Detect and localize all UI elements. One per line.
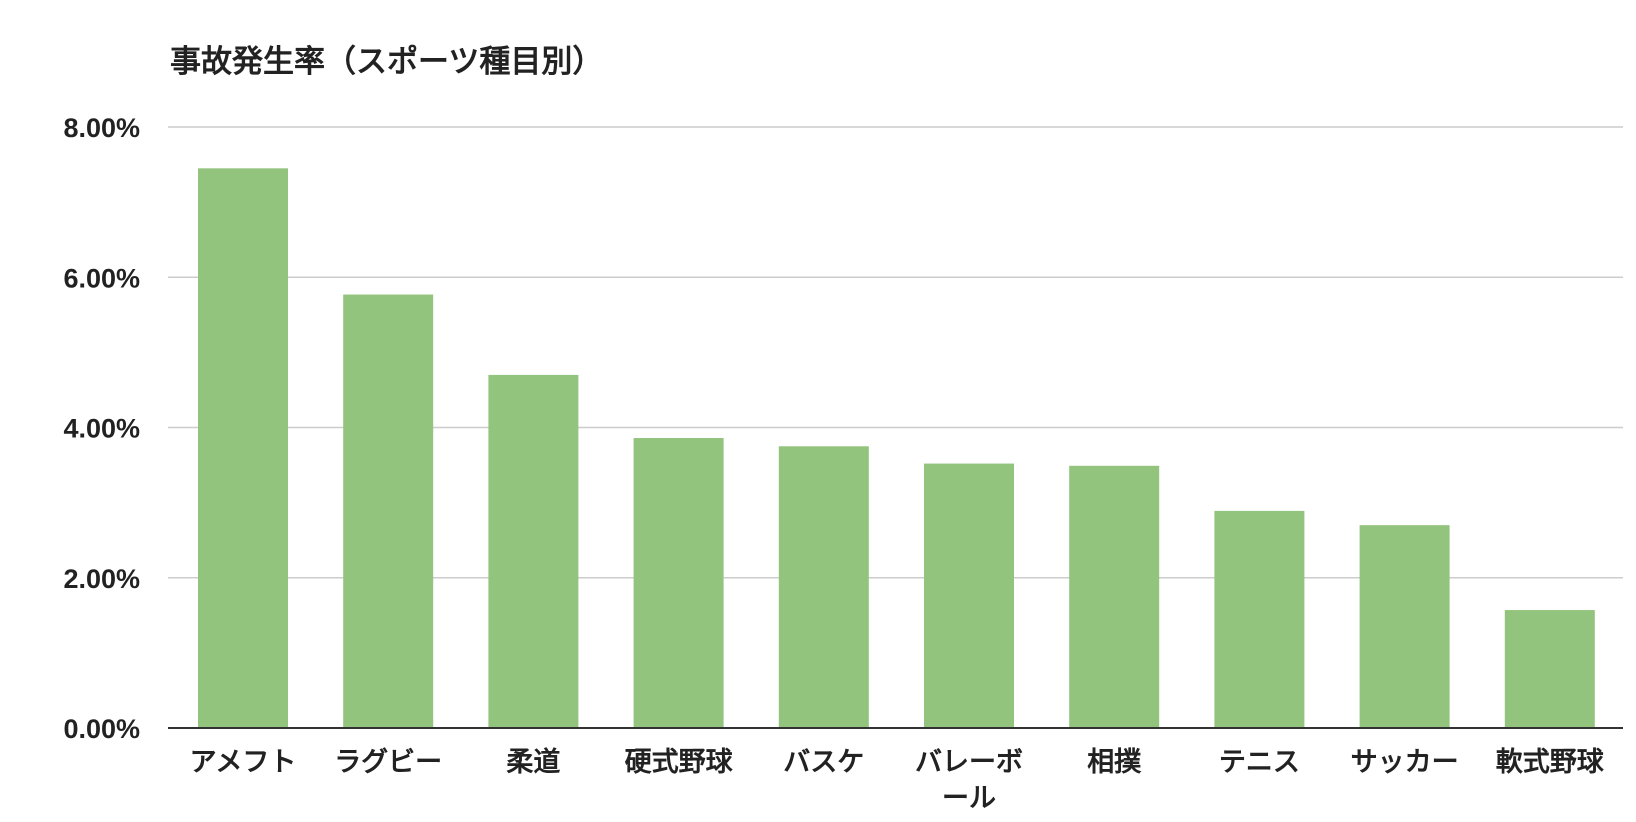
y-tick-label: 8.00%	[63, 113, 140, 143]
y-axis-tick-labels: 0.00% 2.00% 4.00% 6.00% 8.00%	[63, 113, 140, 744]
bar	[343, 294, 434, 728]
y-tick-label: 6.00%	[63, 263, 140, 293]
y-tick-label: 0.00%	[63, 714, 140, 744]
x-tick-label: ラグビー	[334, 746, 442, 778]
x-tick-label: アメフト	[190, 747, 297, 778]
y-tick-label: 4.00%	[63, 414, 140, 444]
bar	[1504, 610, 1595, 728]
bar	[778, 446, 869, 728]
bars	[198, 168, 1595, 729]
y-tick-label: 2.00%	[63, 564, 140, 594]
x-tick-label: バスケ	[783, 747, 864, 778]
bar	[488, 374, 579, 728]
bar	[198, 168, 288, 729]
bar	[1069, 465, 1160, 728]
bar	[1214, 510, 1305, 728]
x-axis-tick-labels: アメフト ラグビー 柔道 硬式野球 バスケ バレーボール 相撲 テニス サッカー 軟式野球	[190, 746, 1605, 814]
bar	[924, 463, 1014, 728]
x-tick-label: 相撲	[1087, 747, 1142, 778]
x-tick-label: テニス	[1219, 747, 1300, 778]
bar	[1359, 525, 1450, 728]
x-tick-label: 軟式野球	[1496, 747, 1605, 778]
x-tick-label: 硬式野球	[625, 747, 734, 778]
chart-title: 事故発生率（スポーツ種目別）	[170, 44, 603, 80]
x-tick-label: 柔道	[506, 746, 560, 778]
x-tick-label: バレーボール	[915, 747, 1023, 814]
bar	[633, 438, 724, 728]
x-tick-label: サッカー	[1351, 747, 1459, 778]
